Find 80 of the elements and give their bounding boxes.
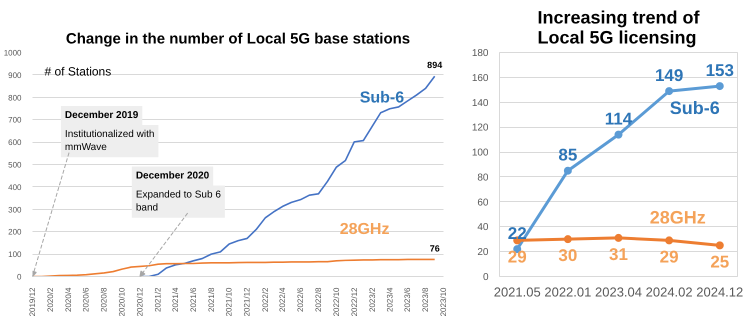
y-tick-label: 900 bbox=[8, 70, 22, 80]
x-tick-label: 2021/4 bbox=[170, 286, 180, 312]
x-tick-label: 2023.04 bbox=[595, 284, 642, 300]
data-label: 29 bbox=[508, 247, 527, 266]
x-tick-label: 2023/8 bbox=[421, 286, 430, 312]
x-tick-label: 2023/2 bbox=[368, 286, 377, 312]
x-tick-label: 2020/4 bbox=[64, 286, 73, 312]
point bbox=[665, 236, 674, 244]
data-label: 30 bbox=[558, 246, 578, 266]
data-label: 114 bbox=[604, 110, 633, 129]
y-tick-label: 40 bbox=[477, 222, 489, 234]
x-tick-label: 2022/8 bbox=[314, 286, 323, 312]
data-label: 153 bbox=[706, 61, 734, 80]
y-tick-label: 200 bbox=[8, 228, 22, 237]
annotation: December 2019 Institutionalized with mmWave bbox=[64, 110, 154, 154]
point bbox=[564, 166, 572, 175]
y-tick-label: 700 bbox=[8, 116, 22, 125]
x-tick-label: 2022/6 bbox=[296, 286, 306, 312]
x-tick-label: 2021.05 bbox=[494, 284, 541, 300]
x-tick-label: 2022/12 bbox=[350, 286, 359, 316]
chart-title: Change in the number of Local 5G base stations bbox=[66, 30, 410, 48]
point bbox=[614, 130, 622, 139]
data-label: 22 bbox=[508, 224, 527, 244]
y-tick-label: 80 bbox=[477, 172, 489, 184]
x-tick-label: 2020/2 bbox=[46, 286, 56, 312]
line-series bbox=[32, 258, 436, 276]
data-label: 149 bbox=[654, 66, 684, 86]
y-tick-label: 800 bbox=[8, 93, 22, 102]
x-tick-label: 2021/6 bbox=[188, 286, 198, 312]
data-label: 25 bbox=[710, 252, 730, 272]
y-tick-label: 20 bbox=[477, 247, 489, 258]
x-tick-label: 2020/8 bbox=[100, 286, 109, 312]
annotation: December 2020 Expanded to Sub 6 band bbox=[136, 170, 222, 214]
x-tick-label: 2024.12 bbox=[696, 284, 744, 300]
y-tick-label: 180 bbox=[472, 48, 489, 59]
y-tick-label: 140 bbox=[472, 98, 489, 109]
annotation: 894 bbox=[427, 60, 442, 70]
x-tick-label: 2019/12 bbox=[28, 286, 37, 316]
y-tick-label: 500 bbox=[8, 160, 22, 170]
x-tick-label: 2020/10 bbox=[118, 286, 127, 316]
data-label: 29 bbox=[660, 247, 679, 266]
series-label: 28GHz bbox=[340, 220, 390, 238]
point bbox=[564, 235, 572, 244]
y-tick-label: 100 bbox=[472, 148, 489, 159]
point bbox=[665, 87, 674, 96]
x-tick-label: 2021/8 bbox=[206, 286, 216, 312]
x-tick-label: 2022.01 bbox=[544, 284, 592, 300]
point bbox=[614, 234, 622, 242]
series-label: Sub-6 bbox=[360, 90, 404, 107]
x-tick-label: 2023/4 bbox=[385, 286, 394, 312]
y-tick-label: 300 bbox=[8, 205, 22, 214]
y-tick-label: 120 bbox=[472, 122, 489, 134]
y-tick-label: 0 bbox=[482, 272, 489, 283]
y-tick-label: 60 bbox=[477, 197, 489, 208]
x-tick-label: 2022/10 bbox=[332, 286, 341, 316]
series-label: Sub-6 bbox=[670, 98, 720, 118]
data-label: 31 bbox=[609, 244, 628, 264]
x-tick-label: 2022/2 bbox=[260, 286, 270, 312]
x-tick-label: 2022/4 bbox=[278, 286, 288, 312]
x-tick-label: 2023/10 bbox=[439, 286, 448, 316]
x-tick-label: 2021/10 bbox=[224, 286, 234, 316]
y-tick-label: 0 bbox=[17, 272, 22, 282]
chart-title: Increasing trend of Local 5G licensing bbox=[537, 8, 701, 48]
annotation: 76 bbox=[430, 243, 440, 254]
y-tick-label: 600 bbox=[8, 138, 22, 148]
series-label: 28GHz bbox=[650, 207, 706, 228]
x-tick-label: 2023/6 bbox=[403, 286, 412, 312]
x-tick-label: 2020/12 bbox=[135, 286, 144, 316]
data-label: 85 bbox=[558, 146, 578, 165]
x-tick-label: 2024.02 bbox=[646, 284, 693, 300]
point bbox=[716, 82, 724, 90]
x-tick-label: 2021/2 bbox=[154, 286, 163, 312]
x-tick-label: 2020/6 bbox=[82, 286, 91, 312]
x-tick-label: 2021/12 bbox=[242, 286, 252, 316]
point bbox=[716, 241, 724, 250]
y-tick-label: 100 bbox=[8, 250, 22, 260]
y-tick-label: 400 bbox=[8, 182, 22, 192]
y-tick-label: 160 bbox=[472, 72, 489, 84]
y-tick-label: 1000 bbox=[4, 48, 22, 58]
y-axis-title: # of Stations bbox=[44, 64, 112, 78]
